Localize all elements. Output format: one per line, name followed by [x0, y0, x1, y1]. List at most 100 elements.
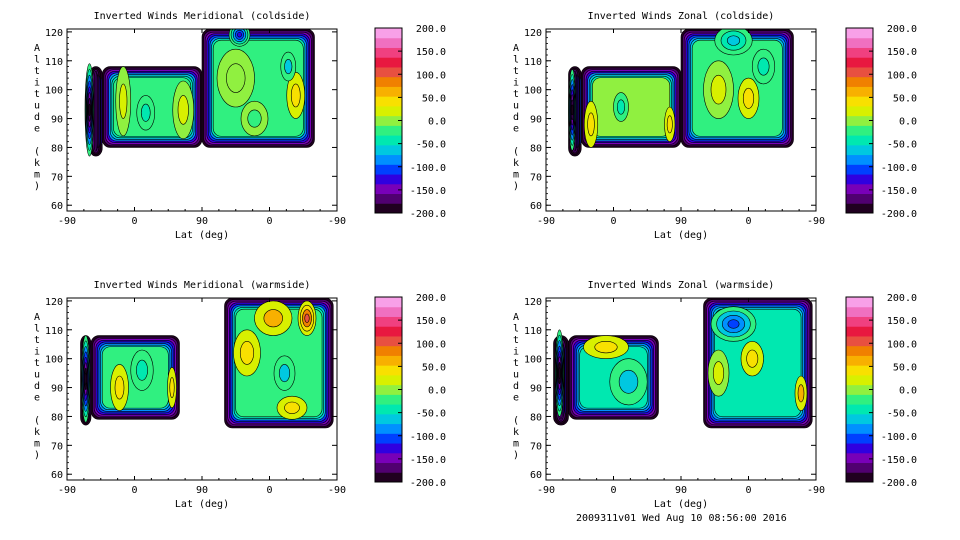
feature-5-contour [237, 32, 242, 38]
colorbar-swatch [375, 66, 402, 78]
colorbar-swatch [375, 365, 402, 376]
colorbar-swatch [375, 105, 402, 117]
colorbar-swatch [375, 306, 402, 317]
colorbar-swatch [846, 47, 873, 58]
feature-1-contour [570, 104, 574, 116]
colorbar-swatch [846, 174, 873, 185]
y-tick-label: 70 [51, 441, 63, 452]
colorbar-swatch [846, 335, 873, 347]
x-tick-label: 0 [610, 216, 616, 227]
colorbar-swatch [846, 355, 873, 366]
colorbar-swatch [375, 345, 402, 356]
colorbar-tick-label: 150.0 [416, 316, 446, 327]
x-axis-label: Lat (deg) [175, 230, 229, 241]
colorbar-swatch [846, 135, 873, 146]
colorbar-tick-label: 0.0 [899, 117, 917, 128]
feature-4-contour [177, 95, 189, 125]
region-1-band [576, 74, 578, 149]
colorbar-tick-label: -150.0 [881, 186, 917, 197]
colorbar-tick-label: 150.0 [416, 47, 446, 58]
chart-panel-3: Inverted Winds Meridional (warmside) -90 0… [34, 280, 446, 510]
y-tick-label: 80 [530, 143, 542, 154]
colorbar-swatch [375, 452, 402, 464]
feature-1-contour [88, 103, 91, 116]
y-tick-label: 100 [45, 86, 63, 97]
feature-2-contour [594, 341, 618, 354]
y-tick-label: 90 [530, 384, 542, 395]
colorbar-tick-label: 50.0 [422, 362, 446, 373]
colorbar-tick-label: 200.0 [887, 293, 917, 304]
colorbar-swatch [375, 135, 402, 146]
y-tick-label: 70 [530, 441, 542, 452]
colorbar-swatch [846, 365, 873, 376]
colorbar-swatch [846, 413, 873, 425]
region-1-band [98, 75, 101, 147]
feature-4-contour [136, 359, 148, 381]
colorbar-tick-label: -100.0 [410, 432, 446, 443]
feature-5-contour [746, 349, 759, 368]
footer: 2009311v01 Wed Aug 10 08:56:00 2016 [0, 513, 960, 527]
footer-timestamp: 2009311v01 Wed Aug 10 08:56:00 2016 [576, 513, 787, 524]
colorbar-swatch [375, 203, 402, 214]
colorbar-swatch [375, 462, 402, 473]
contour-field [568, 29, 794, 157]
colorbar-swatch [846, 76, 873, 87]
colorbar-swatch [375, 37, 402, 48]
colorbar-tick-label: -200.0 [881, 478, 917, 489]
y-tick-label: 120 [45, 297, 63, 308]
colorbar-swatch [846, 66, 873, 78]
colorbar-swatch [375, 86, 402, 97]
feature-5-contour [304, 313, 310, 323]
colorbar-tick-label: 200.0 [416, 24, 446, 35]
colorbar-tick-label: -100.0 [881, 432, 917, 443]
y-tick-label: 60 [530, 470, 542, 481]
feature-6-contour [226, 63, 246, 93]
chart-panel-2: Inverted Winds Zonal (coldside) -90 0 90 0 -9… [513, 11, 917, 241]
colorbar-swatch [375, 76, 402, 87]
colorbar-tick-label: 200.0 [416, 293, 446, 304]
feature-2-contour [114, 375, 125, 400]
x-tick-label: -90 [328, 216, 346, 227]
colorbar: 200.0 150.0 100.0 50.0 0.0 -50.0 -100.0 -150.0 -… [845, 293, 917, 489]
colorbar-swatch [846, 297, 873, 308]
contour-field [80, 298, 334, 429]
colorbar-swatch [375, 472, 402, 483]
x-tick-label: 90 [675, 485, 687, 496]
region-1-band [95, 72, 98, 151]
colorbar-swatch [846, 193, 873, 204]
colorbar-swatch [846, 125, 873, 136]
colorbar-tick-label: 100.0 [416, 339, 446, 350]
chart-panel-4: Inverted Winds Zonal (warmside) -90 0 90 0 -9… [513, 280, 917, 510]
y-tick-label: 80 [51, 143, 63, 154]
colorbar-tick-label: 150.0 [887, 47, 917, 58]
colorbar-swatch [375, 413, 402, 425]
colorbar-swatch [375, 144, 402, 156]
colorbar-tick-label: 50.0 [893, 362, 917, 373]
x-tick-label: 0 [131, 216, 137, 227]
colorbar: 200.0 150.0 100.0 50.0 0.0 -50.0 -100.0 -150.0 -… [374, 24, 446, 220]
feature-9-contour [247, 109, 262, 128]
x-tick-label: 90 [675, 216, 687, 227]
feature-3-contour [169, 377, 175, 398]
colorbar-swatch [375, 433, 402, 444]
feature-8-contour [284, 59, 293, 75]
feature-8-contour [757, 57, 770, 76]
y-tick-label: 60 [530, 201, 542, 212]
colorbar-swatch [846, 144, 873, 156]
region-2-band [592, 77, 671, 137]
x-axis-label: Lat (deg) [654, 499, 708, 510]
feature-1-contour [558, 367, 561, 379]
x-tick-label: -90 [807, 216, 825, 227]
colorbar-swatch [375, 154, 402, 165]
colorbar-swatch [846, 203, 873, 214]
colorbar-tick-label: 0.0 [428, 117, 446, 128]
feature-1-contour [84, 373, 88, 385]
region-1-band [577, 75, 580, 147]
colorbar-tick-label: -50.0 [416, 409, 446, 420]
region-1-band [100, 77, 102, 146]
feature-3-contour [618, 369, 639, 394]
colorbar-swatch [375, 115, 402, 126]
